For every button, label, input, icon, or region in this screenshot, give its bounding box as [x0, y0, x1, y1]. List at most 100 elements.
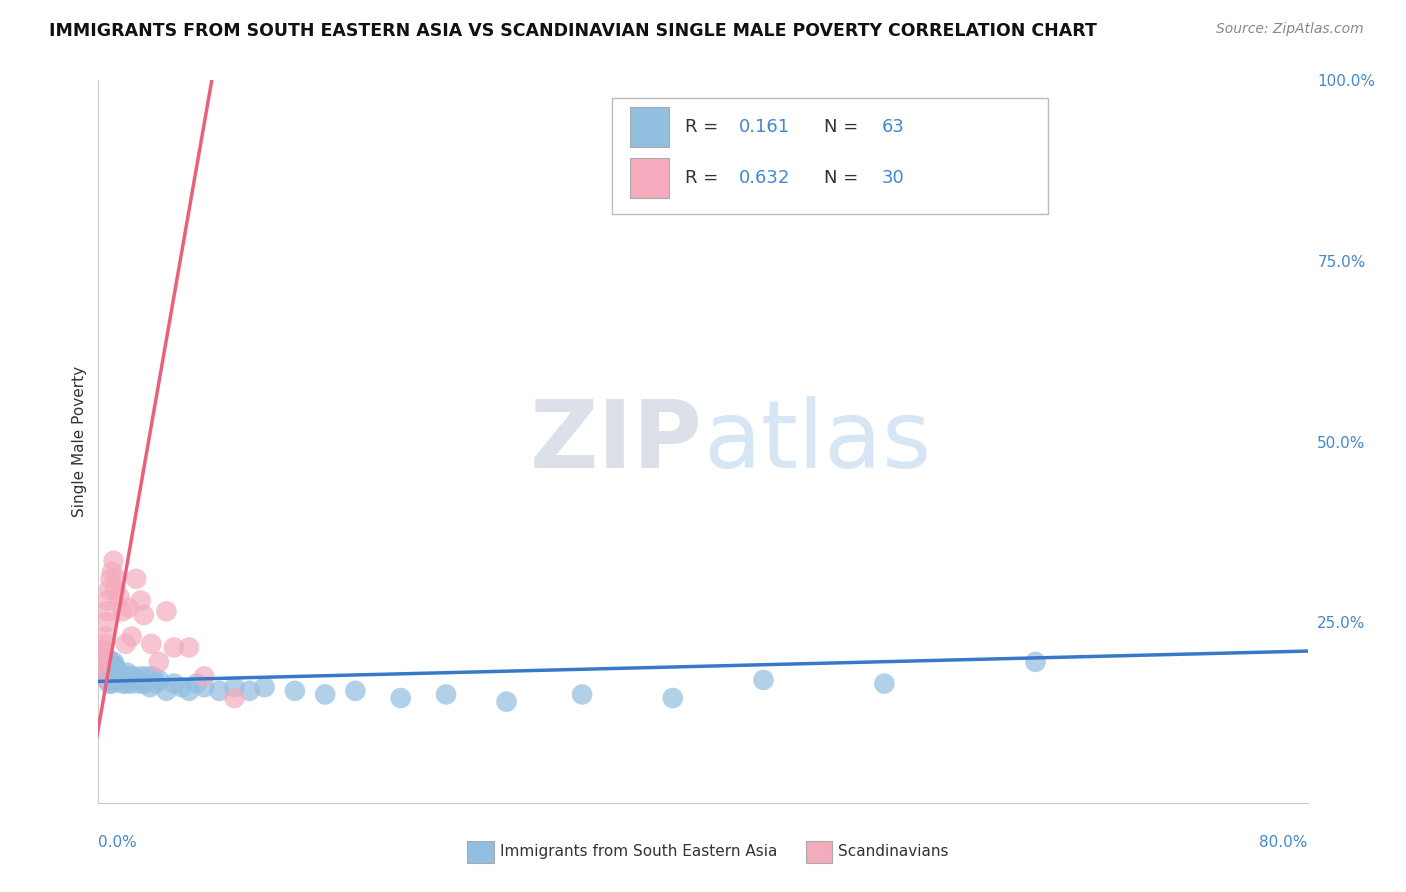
- Point: [170, 680, 193, 694]
- Point: [139, 680, 162, 694]
- Point: [434, 687, 457, 701]
- Point: [93, 651, 115, 665]
- Point: [104, 658, 127, 673]
- Point: [100, 655, 122, 669]
- Point: [873, 676, 896, 690]
- Point: [94, 655, 117, 669]
- Point: [142, 669, 165, 683]
- Point: [98, 676, 121, 690]
- Point: [96, 673, 118, 687]
- Point: [344, 683, 367, 698]
- Point: [135, 669, 157, 683]
- Point: [129, 669, 152, 683]
- Point: [148, 655, 170, 669]
- Point: [96, 593, 118, 607]
- Bar: [806, 841, 832, 863]
- Point: [148, 673, 170, 687]
- Point: [107, 673, 129, 687]
- Point: [284, 683, 307, 698]
- Point: [155, 683, 177, 698]
- Point: [89, 669, 111, 683]
- Bar: [630, 158, 669, 198]
- Text: IMMIGRANTS FROM SOUTH EASTERN ASIA VS SCANDINAVIAN SINGLE MALE POVERTY CORRELATI: IMMIGRANTS FROM SOUTH EASTERN ASIA VS SC…: [49, 22, 1097, 40]
- Text: 0.0%: 0.0%: [98, 835, 138, 850]
- Point: [94, 630, 117, 644]
- Point: [108, 590, 131, 604]
- Point: [661, 691, 683, 706]
- Point: [98, 658, 121, 673]
- Text: N =: N =: [824, 169, 863, 186]
- Point: [114, 637, 136, 651]
- Bar: [630, 107, 669, 147]
- Y-axis label: Single Male Poverty: Single Male Poverty: [72, 366, 87, 517]
- Point: [114, 676, 136, 690]
- Point: [163, 676, 186, 690]
- Text: Source: ZipAtlas.com: Source: ZipAtlas.com: [1216, 22, 1364, 37]
- Point: [186, 676, 208, 690]
- Point: [132, 607, 155, 622]
- Point: [111, 604, 134, 618]
- Point: [115, 665, 138, 680]
- Point: [90, 651, 112, 665]
- Point: [91, 644, 114, 658]
- Point: [93, 662, 115, 676]
- Text: 80.0%: 80.0%: [1260, 835, 1308, 850]
- Point: [101, 662, 124, 676]
- Point: [122, 669, 145, 683]
- Point: [94, 669, 117, 683]
- Point: [121, 630, 143, 644]
- Point: [101, 565, 124, 579]
- Text: R =: R =: [685, 119, 724, 136]
- Point: [155, 604, 177, 618]
- Point: [389, 691, 412, 706]
- Point: [495, 695, 517, 709]
- Point: [179, 683, 201, 698]
- Point: [145, 676, 167, 690]
- Point: [571, 687, 593, 701]
- Point: [118, 600, 141, 615]
- Point: [125, 572, 148, 586]
- Point: [103, 554, 125, 568]
- Point: [90, 655, 112, 669]
- Point: [129, 593, 152, 607]
- Point: [141, 637, 163, 651]
- Text: 0.632: 0.632: [740, 169, 790, 186]
- Point: [91, 644, 114, 658]
- Point: [105, 662, 128, 676]
- Point: [111, 676, 134, 690]
- Text: Immigrants from South Eastern Asia: Immigrants from South Eastern Asia: [501, 844, 778, 859]
- Point: [100, 572, 122, 586]
- Text: 63: 63: [882, 119, 905, 136]
- Point: [179, 640, 201, 655]
- Text: R =: R =: [685, 169, 724, 186]
- Point: [120, 669, 142, 683]
- Text: N =: N =: [824, 119, 863, 136]
- Point: [118, 673, 141, 687]
- Point: [100, 665, 122, 680]
- Point: [239, 683, 262, 698]
- Point: [104, 673, 127, 687]
- Point: [110, 669, 132, 683]
- Text: atlas: atlas: [703, 395, 931, 488]
- Point: [121, 676, 143, 690]
- Text: 0.161: 0.161: [740, 119, 790, 136]
- Point: [94, 615, 117, 630]
- Point: [105, 572, 128, 586]
- Point: [105, 669, 128, 683]
- Point: [128, 676, 150, 690]
- Point: [193, 669, 215, 683]
- Point: [96, 604, 118, 618]
- Point: [752, 673, 775, 687]
- Point: [103, 655, 125, 669]
- Point: [89, 669, 111, 683]
- Point: [98, 582, 121, 597]
- Point: [224, 680, 246, 694]
- Bar: [467, 841, 494, 863]
- Point: [108, 665, 131, 680]
- Point: [90, 655, 112, 669]
- Point: [101, 676, 124, 690]
- Point: [208, 683, 231, 698]
- Point: [96, 651, 118, 665]
- Point: [104, 582, 127, 597]
- Point: [103, 669, 125, 683]
